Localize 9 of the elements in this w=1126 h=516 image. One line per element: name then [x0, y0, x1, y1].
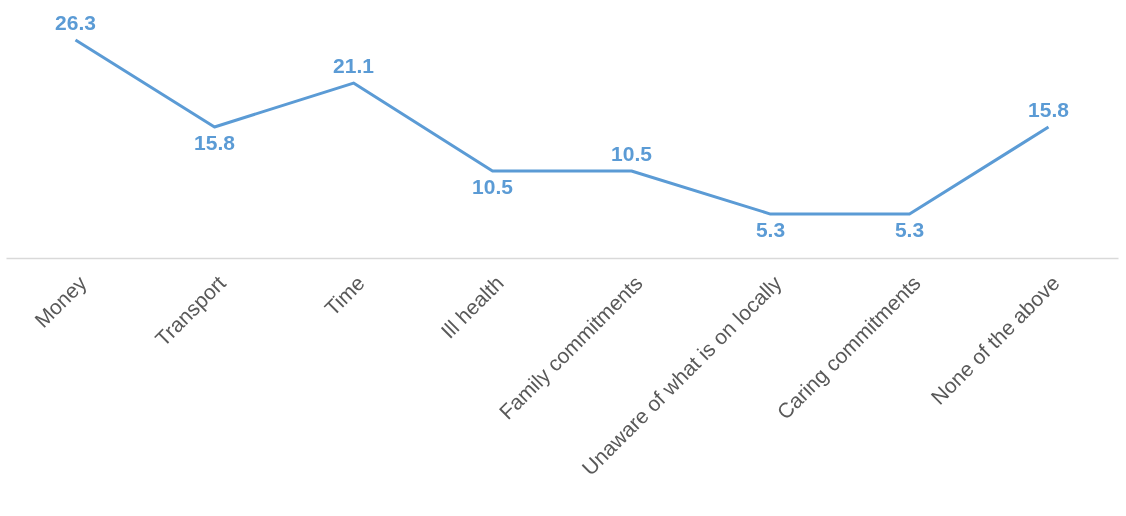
data-label: 10.5 [611, 141, 653, 165]
data-label: 21.1 [333, 54, 375, 78]
data-label: 15.8 [1028, 98, 1070, 122]
data-label: 10.5 [472, 174, 514, 198]
data-label: 5.3 [755, 218, 786, 242]
data-label: 5.3 [894, 218, 925, 242]
data-label: 26.3 [55, 11, 96, 34]
data-label: 15.8 [194, 131, 236, 155]
x-tick-label: Time [320, 271, 369, 320]
